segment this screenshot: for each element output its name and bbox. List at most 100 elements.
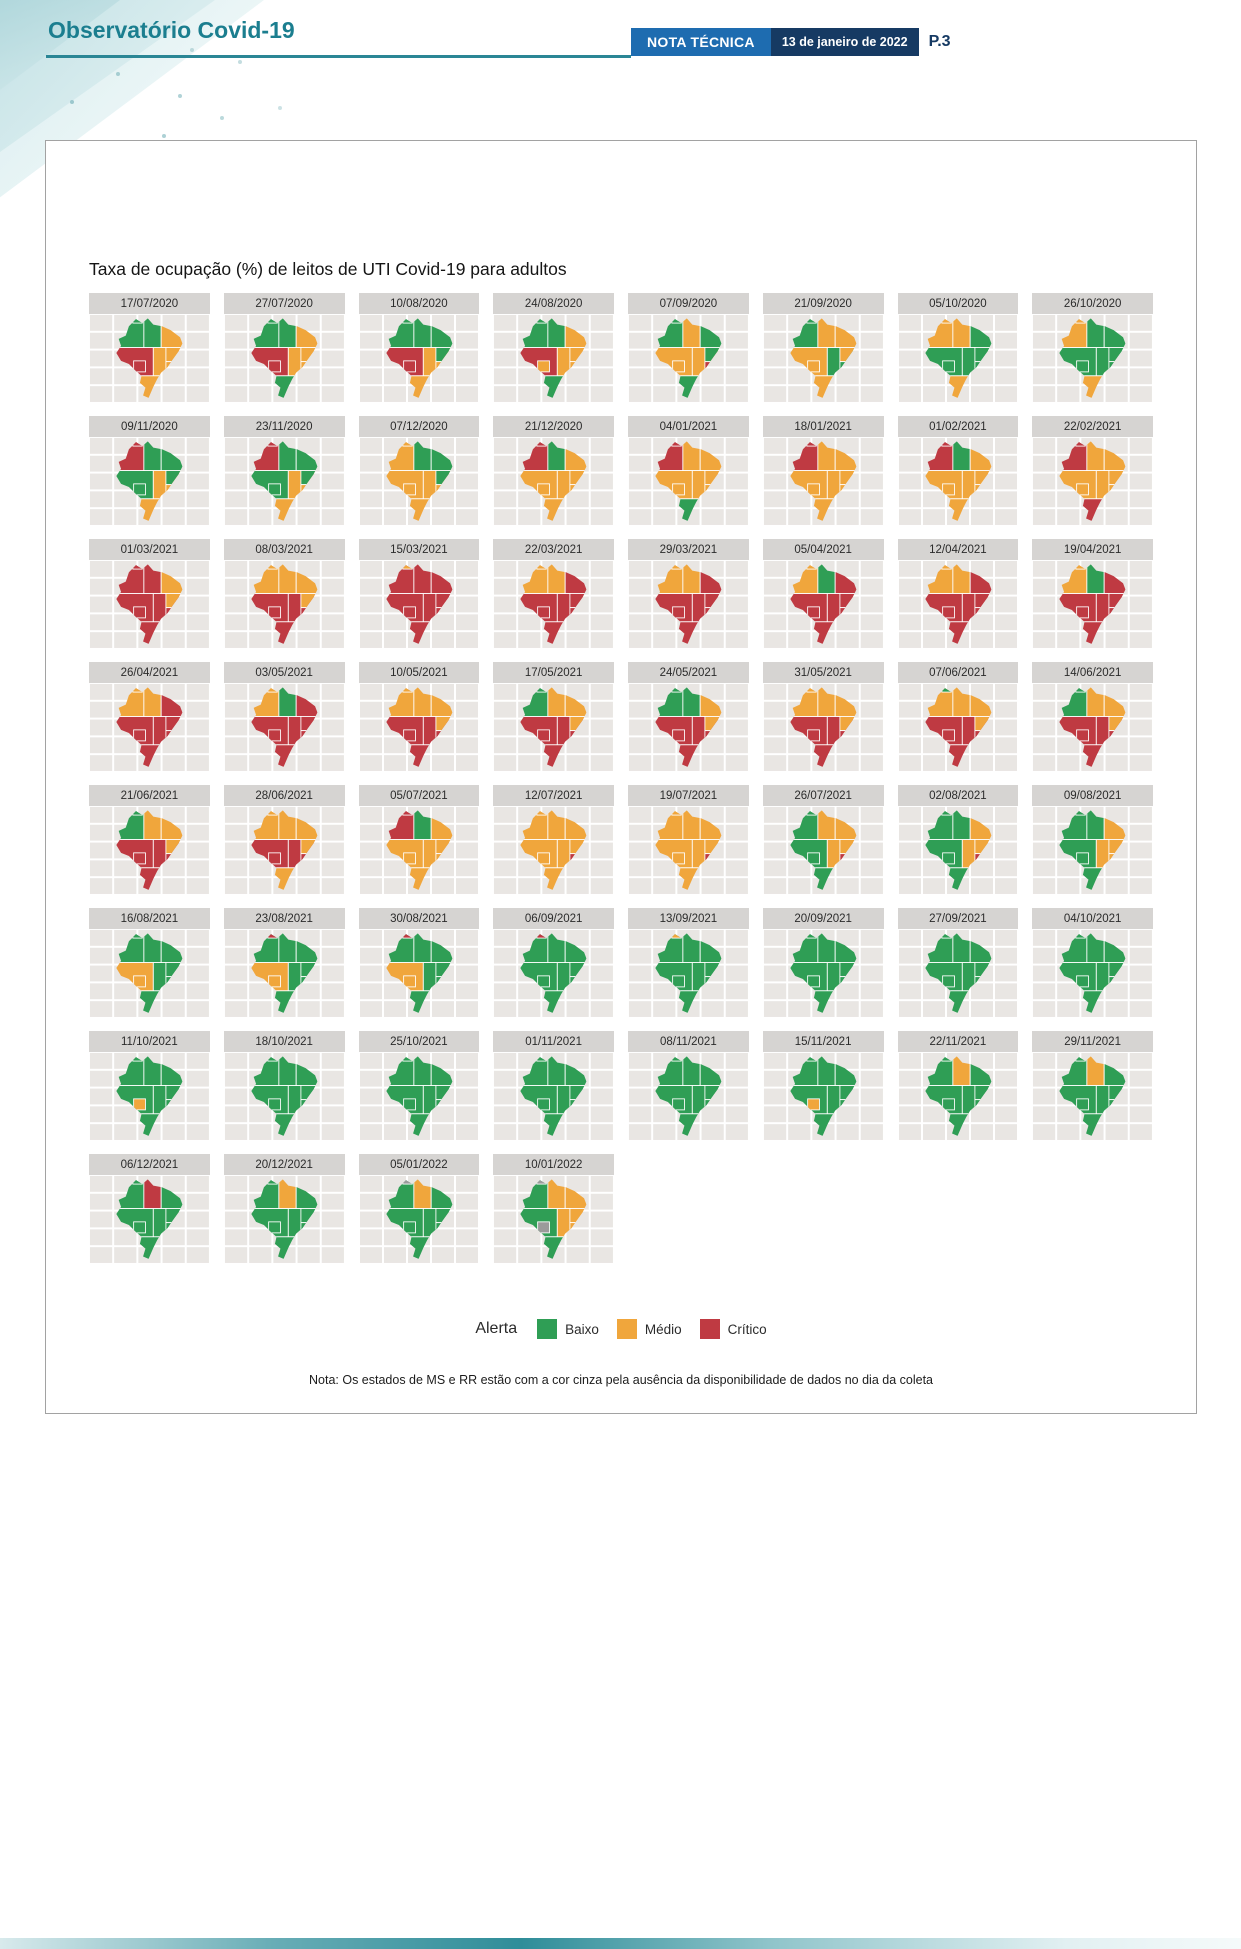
facet: 21/06/2021 (89, 785, 210, 895)
map-panel (898, 437, 1019, 526)
facet-date-label: 14/06/2021 (1032, 662, 1153, 683)
brazil-map (790, 318, 857, 398)
facet: 07/12/2020 (358, 416, 480, 526)
facet-date-label: 11/10/2021 (89, 1031, 210, 1052)
facet: 19/07/2021 (628, 785, 749, 895)
brazil-map (251, 1056, 318, 1136)
legend-items: Baixo Médio Crítico (537, 1319, 767, 1339)
facet: 26/10/2020 (1032, 293, 1153, 403)
brazil-map (251, 564, 318, 644)
facet: 28/06/2021 (223, 785, 345, 895)
legend-item-label: Baixo (565, 1321, 599, 1337)
facet: 15/03/2021 (358, 539, 480, 649)
facet: 05/04/2021 (762, 539, 884, 649)
facet-date-label: 05/01/2022 (358, 1154, 480, 1175)
brazil-map (385, 1179, 452, 1259)
brazil-map (790, 441, 857, 521)
facet-date-label: 26/04/2021 (89, 662, 210, 683)
brazil-map (116, 1179, 183, 1259)
map-panel (89, 806, 210, 895)
map-panel (763, 1052, 884, 1141)
brand-underline (46, 55, 631, 58)
legend-item: Médio (616, 1319, 682, 1339)
facet: 17/07/2020 (89, 293, 210, 403)
facet-date-label: 21/06/2021 (89, 785, 210, 806)
facet-date-label: 23/08/2021 (223, 908, 345, 929)
facet-date-label: 20/12/2021 (223, 1154, 345, 1175)
brazil-map (385, 564, 452, 644)
facet: 29/11/2021 (1032, 1031, 1153, 1141)
facet: 19/04/2021 (1032, 539, 1153, 649)
facet-date-label: 05/10/2020 (897, 293, 1019, 314)
facet: 07/06/2021 (897, 662, 1019, 772)
header-right: NOTA TÉCNICA 13 de janeiro de 2022 P.3 (631, 28, 951, 56)
brazil-map (655, 933, 722, 1013)
facet-date-label: 07/12/2020 (358, 416, 480, 437)
facet-date-label: 10/08/2020 (358, 293, 480, 314)
facet-date-label: 12/07/2021 (493, 785, 614, 806)
facet-date-label: 24/05/2021 (628, 662, 749, 683)
map-panel (359, 929, 480, 1018)
facet-grid: 17/07/2020 27/07/2020 10/08/2020 24/08/2020… (89, 293, 1153, 1264)
facet-date-label: 18/10/2021 (223, 1031, 345, 1052)
map-panel (359, 437, 480, 526)
facet: 15/11/2021 (762, 1031, 884, 1141)
facet: 10/05/2021 (358, 662, 480, 772)
brazil-map (924, 564, 991, 644)
facet-date-label: 01/02/2021 (897, 416, 1019, 437)
legend-swatch (699, 1319, 720, 1339)
brazil-map (520, 564, 587, 644)
brazil-map (655, 318, 722, 398)
brazil-map (1059, 441, 1126, 521)
brand-title: Observatório Covid-19 (48, 17, 295, 43)
brazil-map (251, 1179, 318, 1259)
map-panel (1032, 437, 1153, 526)
facet: 22/03/2021 (493, 539, 614, 649)
legend-swatch (537, 1319, 558, 1339)
brazil-map (1059, 318, 1126, 398)
facet: 06/12/2021 (89, 1154, 210, 1264)
facet: 22/02/2021 (1032, 416, 1153, 526)
map-panel (89, 683, 210, 772)
facet: 05/01/2022 (358, 1154, 480, 1264)
facet: 12/07/2021 (493, 785, 614, 895)
map-panel (1032, 314, 1153, 403)
facet-date-label: 16/08/2021 (89, 908, 210, 929)
map-panel (359, 806, 480, 895)
facet-date-label: 29/03/2021 (628, 539, 749, 560)
bottom-gradient-bar (0, 1938, 1241, 1949)
facet-date-label: 01/11/2021 (493, 1031, 614, 1052)
nota-tecnica-badge: NOTA TÉCNICA (631, 28, 771, 56)
facet-date-label: 29/11/2021 (1032, 1031, 1153, 1052)
facet: 24/05/2021 (628, 662, 749, 772)
brazil-map (924, 318, 991, 398)
facet-date-label: 27/09/2021 (897, 908, 1019, 929)
map-panel (224, 1052, 345, 1141)
facet-date-label: 07/06/2021 (897, 662, 1019, 683)
brazil-map (520, 810, 587, 890)
map-panel (493, 929, 614, 1018)
legend-item-label: Médio (644, 1321, 682, 1337)
brazil-map (116, 687, 183, 767)
map-panel (493, 1052, 614, 1141)
facet-date-label: 04/10/2021 (1032, 908, 1153, 929)
facet-date-label: 04/01/2021 (628, 416, 749, 437)
brazil-map (924, 1056, 991, 1136)
brazil-map (251, 933, 318, 1013)
brazil-map (790, 564, 857, 644)
facet: 20/12/2021 (223, 1154, 345, 1264)
facet-date-label: 09/11/2020 (89, 416, 210, 437)
brazil-map (1059, 810, 1126, 890)
facet-date-label: 10/01/2022 (493, 1154, 614, 1175)
brazil-map (924, 810, 991, 890)
header-date: 13 de janeiro de 2022 (770, 28, 919, 56)
brazil-map (385, 318, 452, 398)
facet-date-label: 17/05/2021 (493, 662, 614, 683)
map-panel (359, 560, 480, 649)
map-panel (493, 437, 614, 526)
map-panel (898, 929, 1019, 1018)
map-panel (898, 683, 1019, 772)
map-panel (763, 929, 884, 1018)
decor-network-dots (70, 100, 74, 104)
